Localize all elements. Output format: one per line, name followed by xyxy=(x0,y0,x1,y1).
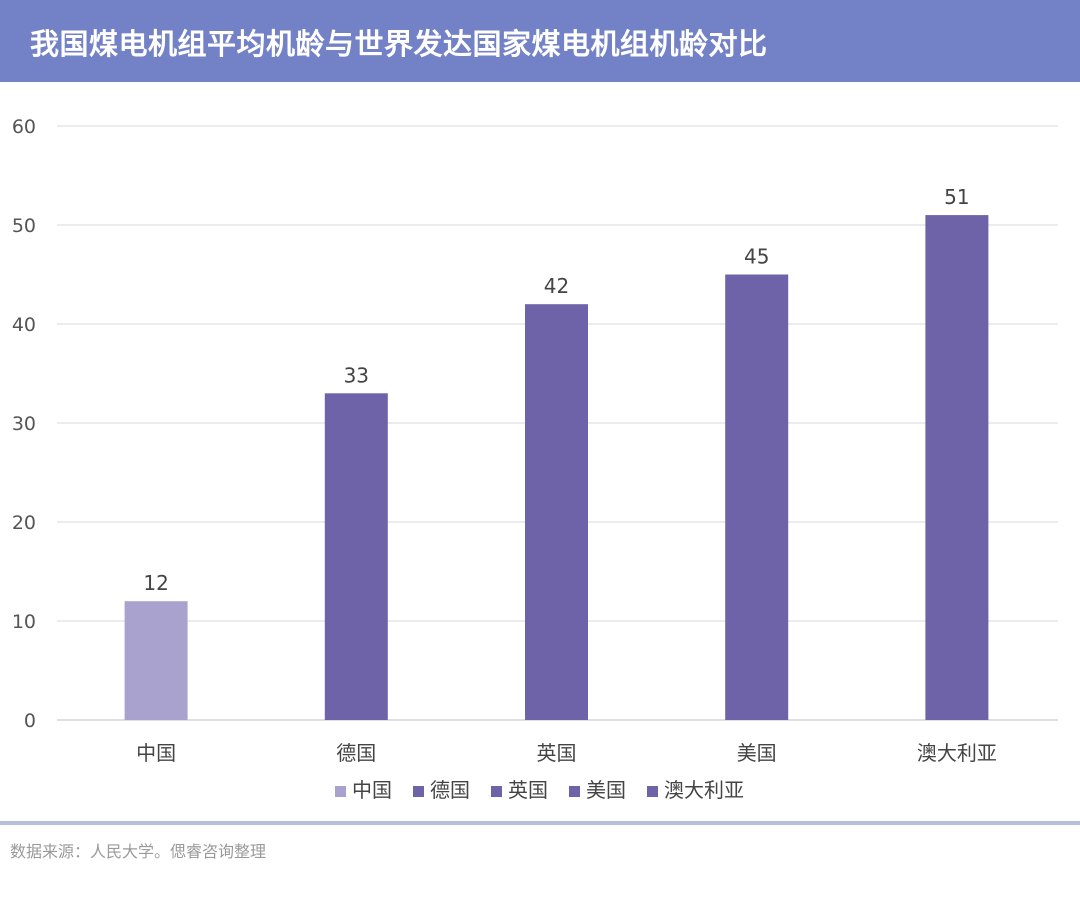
legend-label: 澳大利亚 xyxy=(664,778,744,802)
data-label: 42 xyxy=(544,274,569,298)
y-tick-label: 0 xyxy=(24,710,36,732)
y-tick-label: 40 xyxy=(12,314,36,336)
legend-swatch xyxy=(413,786,424,797)
x-tick-label: 澳大利亚 xyxy=(917,741,997,765)
x-tick-label: 英国 xyxy=(537,741,577,765)
legend-label: 德国 xyxy=(430,778,470,802)
bar-chart: 010203040506012中国33德国42英国45美国51澳大利亚中国 德国英… xyxy=(12,116,1058,802)
bar xyxy=(925,215,989,720)
title-banner: 我国煤电机组平均机龄与世界发达国家煤电机组机龄对比 xyxy=(0,0,1080,82)
y-tick-label: 20 xyxy=(12,512,36,534)
legend-swatch xyxy=(569,786,580,797)
y-tick-label: 30 xyxy=(12,413,36,435)
legend-label: 中国 xyxy=(352,778,392,802)
chart-title: 我国煤电机组平均机龄与世界发达国家煤电机组机龄对比 xyxy=(30,27,768,61)
data-label: 45 xyxy=(744,245,769,269)
legend-swatch xyxy=(335,786,346,797)
footer-divider xyxy=(0,821,1080,825)
legend-label: 英国 xyxy=(508,778,548,802)
legend-swatch xyxy=(491,786,502,797)
y-tick-label: 50 xyxy=(12,215,36,237)
bar xyxy=(725,274,789,720)
legend-label: 美国 xyxy=(586,778,626,802)
x-tick-label: 美国 xyxy=(737,741,777,765)
bar xyxy=(124,601,188,720)
x-tick-label: 德国 xyxy=(336,741,376,765)
bar xyxy=(324,393,388,720)
x-tick-label: 中国 xyxy=(136,741,176,765)
data-label: 51 xyxy=(944,185,969,209)
data-label: 33 xyxy=(344,363,369,387)
legend-swatch xyxy=(647,786,658,797)
source-note: 数据来源：人民大学。偲睿咨询整理 xyxy=(10,842,267,861)
y-tick-label: 10 xyxy=(12,611,36,633)
legend: 中国 德国 英国 美国 澳大利亚 xyxy=(335,778,744,802)
data-label: 12 xyxy=(143,571,168,595)
bar xyxy=(525,304,588,720)
y-tick-label: 60 xyxy=(12,116,36,138)
